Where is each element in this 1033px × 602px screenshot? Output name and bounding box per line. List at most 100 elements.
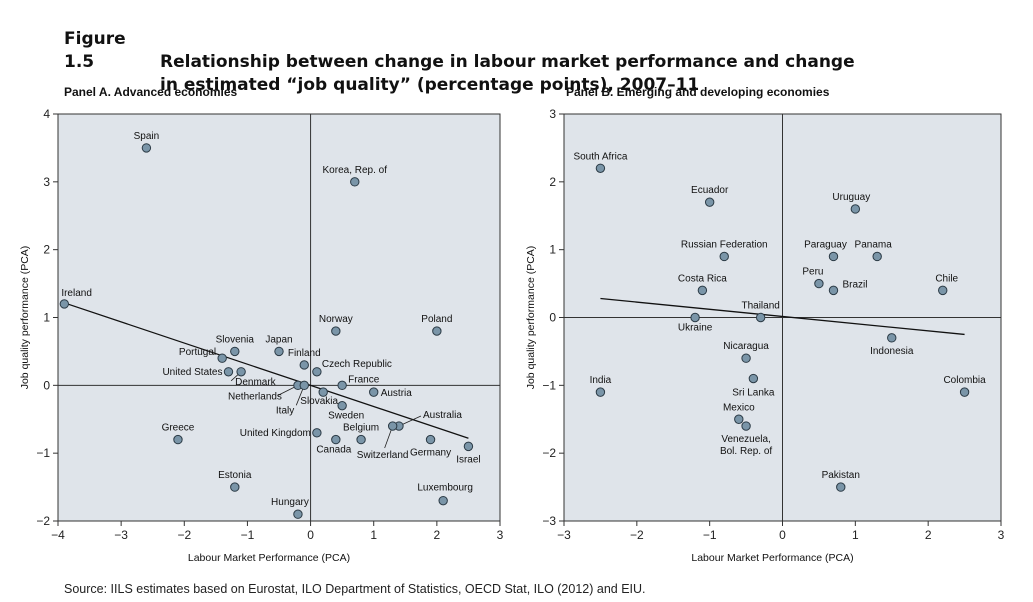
- point-label-south-africa: South Africa: [573, 151, 627, 162]
- figure-title-line2: in estimated “job quality” (percentage p…: [160, 75, 700, 95]
- point-label-venezuela-bol-rep-of: Venezuela, Bol. Rep. of: [720, 434, 772, 457]
- point-label-norway: Norway: [319, 314, 353, 325]
- y-tick-label: 0: [549, 311, 556, 325]
- point-label-slovenia: Slovenia: [216, 334, 255, 345]
- y-tick-label: 2: [549, 175, 556, 189]
- point-label-canada: Canada: [316, 445, 351, 456]
- point-sri-lanka: [748, 373, 759, 384]
- point-belgium: [356, 434, 366, 445]
- point-label-hungary: Hungary: [271, 497, 309, 508]
- x-tick-label: 1: [852, 528, 859, 542]
- point-label-russian-federation: Russian Federation: [681, 239, 768, 250]
- point-label-poland: Poland: [421, 314, 452, 325]
- point-slovakia: [318, 387, 328, 397]
- point-label-pakistan: Pakistan: [822, 470, 860, 481]
- point-brazil: [828, 285, 839, 296]
- x-tick-label: −3: [557, 528, 571, 542]
- point-pakistan: [836, 482, 846, 492]
- point-label-sweden: Sweden: [328, 411, 364, 422]
- point-panama: [872, 251, 882, 262]
- point-label-belgium: Belgium: [343, 423, 379, 434]
- point-israel: [463, 441, 474, 452]
- point-denmark: [236, 367, 246, 377]
- point-colombia: [959, 387, 970, 397]
- point-switzerland: [387, 421, 398, 431]
- point-label-indonesia: Indonesia: [870, 346, 914, 357]
- point-label-israel: Israel: [456, 454, 480, 465]
- point-germany: [425, 434, 436, 445]
- x-tick-label: −3: [114, 528, 128, 542]
- point-united-states: [223, 367, 234, 377]
- point-ukraine: [690, 312, 700, 323]
- point-label-czech-republic: Czech Republic: [322, 359, 392, 370]
- x-tick-label: −1: [703, 528, 717, 542]
- y-tick-label: −2: [542, 446, 556, 460]
- x-tick-label: 3: [998, 528, 1005, 542]
- x-tick-label: −2: [630, 528, 644, 542]
- point-portugal: [217, 353, 227, 363]
- y-tick-label: 1: [549, 243, 556, 257]
- point-norway: [331, 326, 341, 336]
- point-label-india: India: [590, 375, 612, 386]
- y-tick-label: −1: [542, 378, 556, 392]
- point-sweden: [337, 400, 347, 411]
- point-label-costa-rica: Costa Rica: [678, 273, 727, 284]
- point-label-italy: Italy: [276, 405, 294, 416]
- x-tick-label: 2: [925, 528, 932, 542]
- y-axis-label: Job quality performance (PCA): [525, 246, 537, 390]
- point-costa-rica: [697, 285, 708, 296]
- point-label-switzerland: Switzerland: [357, 450, 409, 461]
- point-hungary: [293, 509, 303, 519]
- point-label-luxembourg: Luxembourg: [417, 483, 473, 494]
- y-tick-label: −1: [36, 446, 50, 460]
- point-ecuador: [704, 197, 715, 207]
- x-tick-label: −1: [241, 528, 255, 542]
- panel-title: Panel A. Advanced economies: [64, 85, 237, 99]
- point-south-africa: [595, 163, 606, 173]
- point-chile: [938, 285, 948, 296]
- figure-title-line1: Relationship between change in labour ma…: [160, 52, 855, 72]
- figure-number: Figure 1.5: [64, 29, 126, 72]
- point-label-finland: Finland: [288, 348, 321, 359]
- point-label-spain: Spain: [134, 131, 160, 142]
- trend-line: [600, 297, 965, 336]
- point-label-sri-lanka: Sri Lanka: [732, 388, 775, 399]
- x-tick-label: 3: [497, 528, 504, 542]
- point-label-nicaragua: Nicaragua: [723, 341, 769, 352]
- point-estonia: [230, 482, 240, 492]
- point-poland: [432, 326, 442, 336]
- point-korea-rep-of: [350, 177, 360, 187]
- point-finland: [299, 360, 309, 370]
- point-label-portugal: Portugal: [179, 347, 216, 358]
- y-axis-label: Job quality performance (PCA): [19, 246, 31, 390]
- point-india: [595, 387, 606, 397]
- point-label-slovakia: Slovakia: [300, 396, 338, 407]
- panel-title: Panel B. Emerging and developing economi…: [566, 85, 830, 99]
- point-label-mexico: Mexico: [723, 402, 755, 413]
- point-label-ireland: Ireland: [61, 288, 92, 299]
- point-label-panama: Panama: [855, 239, 893, 250]
- trend-line: [67, 303, 469, 439]
- point-label-austria: Austria: [381, 388, 413, 399]
- point-austria: [369, 387, 379, 397]
- point-peru: [814, 278, 824, 289]
- source-note: Source: IILS estimates based on Eurostat…: [64, 582, 646, 596]
- point-label-netherlands: Netherlands: [228, 391, 282, 402]
- point-label-germany: Germany: [410, 448, 451, 459]
- figure-title: Figure 1.5 Relationship between change in…: [64, 28, 855, 97]
- point-label-thailand: Thailand: [741, 301, 779, 312]
- point-label-ecuador: Ecuador: [691, 185, 729, 196]
- y-tick-label: 4: [43, 107, 50, 121]
- point-canada: [331, 434, 341, 445]
- y-tick-label: 2: [43, 243, 50, 257]
- point-spain: [141, 143, 152, 153]
- x-tick-label: 2: [434, 528, 441, 542]
- point-label-france: France: [348, 374, 380, 385]
- x-tick-label: 1: [370, 528, 377, 542]
- y-tick-label: 3: [43, 175, 50, 189]
- plot-area: [57, 113, 501, 522]
- point-label-paraguay: Paraguay: [804, 239, 847, 250]
- point-label-korea-rep-of: Korea, Rep. of: [323, 165, 388, 176]
